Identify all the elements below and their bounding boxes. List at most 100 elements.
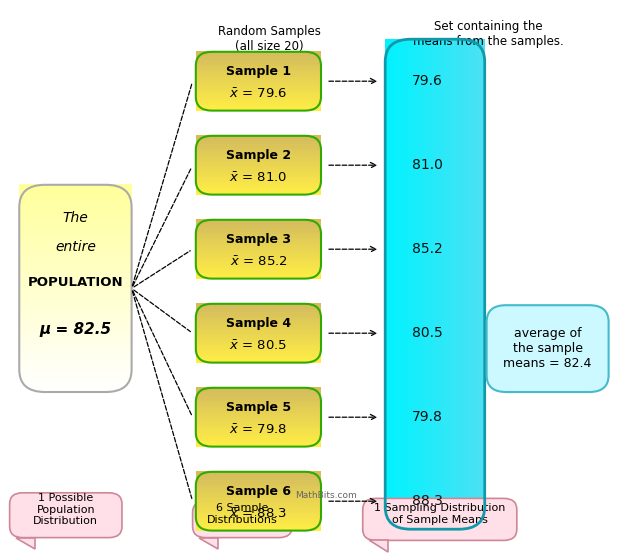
Bar [394,39,395,529]
Bar [196,151,321,153]
Bar [393,39,395,529]
Text: Set containing the
means from the samples.: Set containing the means from the sample… [413,20,563,48]
Bar [196,354,321,357]
Bar [389,39,391,529]
Bar [196,246,321,249]
Bar [442,39,444,529]
Bar [464,39,465,529]
Bar [19,215,132,221]
Bar [196,419,321,421]
Bar [196,495,321,497]
Bar [196,223,321,226]
Bar [455,39,456,529]
Bar [425,39,427,529]
Bar [196,108,321,111]
Bar [404,39,406,529]
Bar [196,422,321,425]
Bar [429,39,431,529]
Bar [196,481,321,483]
Bar [196,163,321,165]
Bar [477,39,479,529]
Bar [196,53,321,56]
Bar [19,334,132,340]
Bar [196,358,321,361]
Bar [196,491,321,493]
Bar [467,39,469,529]
Bar [196,317,321,319]
Bar [196,520,321,523]
Bar [437,39,439,529]
Bar [196,95,321,97]
Bar [196,479,321,482]
Bar [196,473,321,476]
Polygon shape [369,540,388,552]
Bar [196,183,321,185]
Bar [19,293,132,299]
Bar [196,401,321,403]
Polygon shape [16,538,35,549]
Bar [196,421,321,423]
Bar [454,39,455,529]
Bar [441,39,443,529]
Bar [19,376,132,382]
Bar [19,314,132,319]
Bar [19,226,132,231]
Bar [19,329,132,335]
FancyBboxPatch shape [193,501,292,538]
Bar [196,388,321,390]
Bar [476,39,478,529]
Text: $\bar{x}$ = 79.6: $\bar{x}$ = 79.6 [229,87,288,101]
Bar [19,267,132,273]
Bar [405,39,407,529]
Bar [196,157,321,159]
Bar [196,175,321,177]
Bar [434,39,435,529]
Bar [196,313,321,315]
Bar [196,190,321,193]
Bar [406,39,408,529]
Text: 79.6: 79.6 [412,74,442,88]
Bar [196,360,321,363]
Bar [449,39,451,529]
Bar [196,96,321,99]
Bar [196,159,321,161]
Bar [19,189,132,195]
Bar [478,39,480,529]
Bar [196,192,321,195]
Bar [483,39,485,529]
Bar [386,39,388,529]
Bar [426,39,428,529]
Bar [19,386,132,392]
Bar [196,435,321,437]
Bar [196,237,321,240]
Bar [196,356,321,358]
Bar [196,71,321,73]
Bar [196,514,321,517]
Bar [196,262,321,265]
Text: 1 Possible
Population
Distribution: 1 Possible Population Distribution [33,493,98,526]
Bar [196,65,321,68]
Bar [196,493,321,496]
Bar [196,526,321,529]
Bar [196,516,321,519]
Bar [447,39,449,529]
Bar [421,39,423,529]
Bar [196,414,321,417]
Text: 81.0: 81.0 [412,158,442,172]
Bar [19,304,132,309]
Bar [196,501,321,503]
Bar [19,272,132,278]
Text: Random Samples
(all size 20): Random Samples (all size 20) [218,25,321,53]
Bar [460,39,462,529]
Text: $\bar{x}$ = 81.0: $\bar{x}$ = 81.0 [229,171,288,185]
Text: Sample 6: Sample 6 [226,485,291,498]
Bar [19,366,132,371]
Bar [196,272,321,274]
Bar [196,506,321,509]
Bar [196,351,321,353]
Bar [196,333,321,335]
Bar [196,69,321,72]
Bar [196,505,321,507]
Bar [19,236,132,242]
Bar [196,136,321,138]
